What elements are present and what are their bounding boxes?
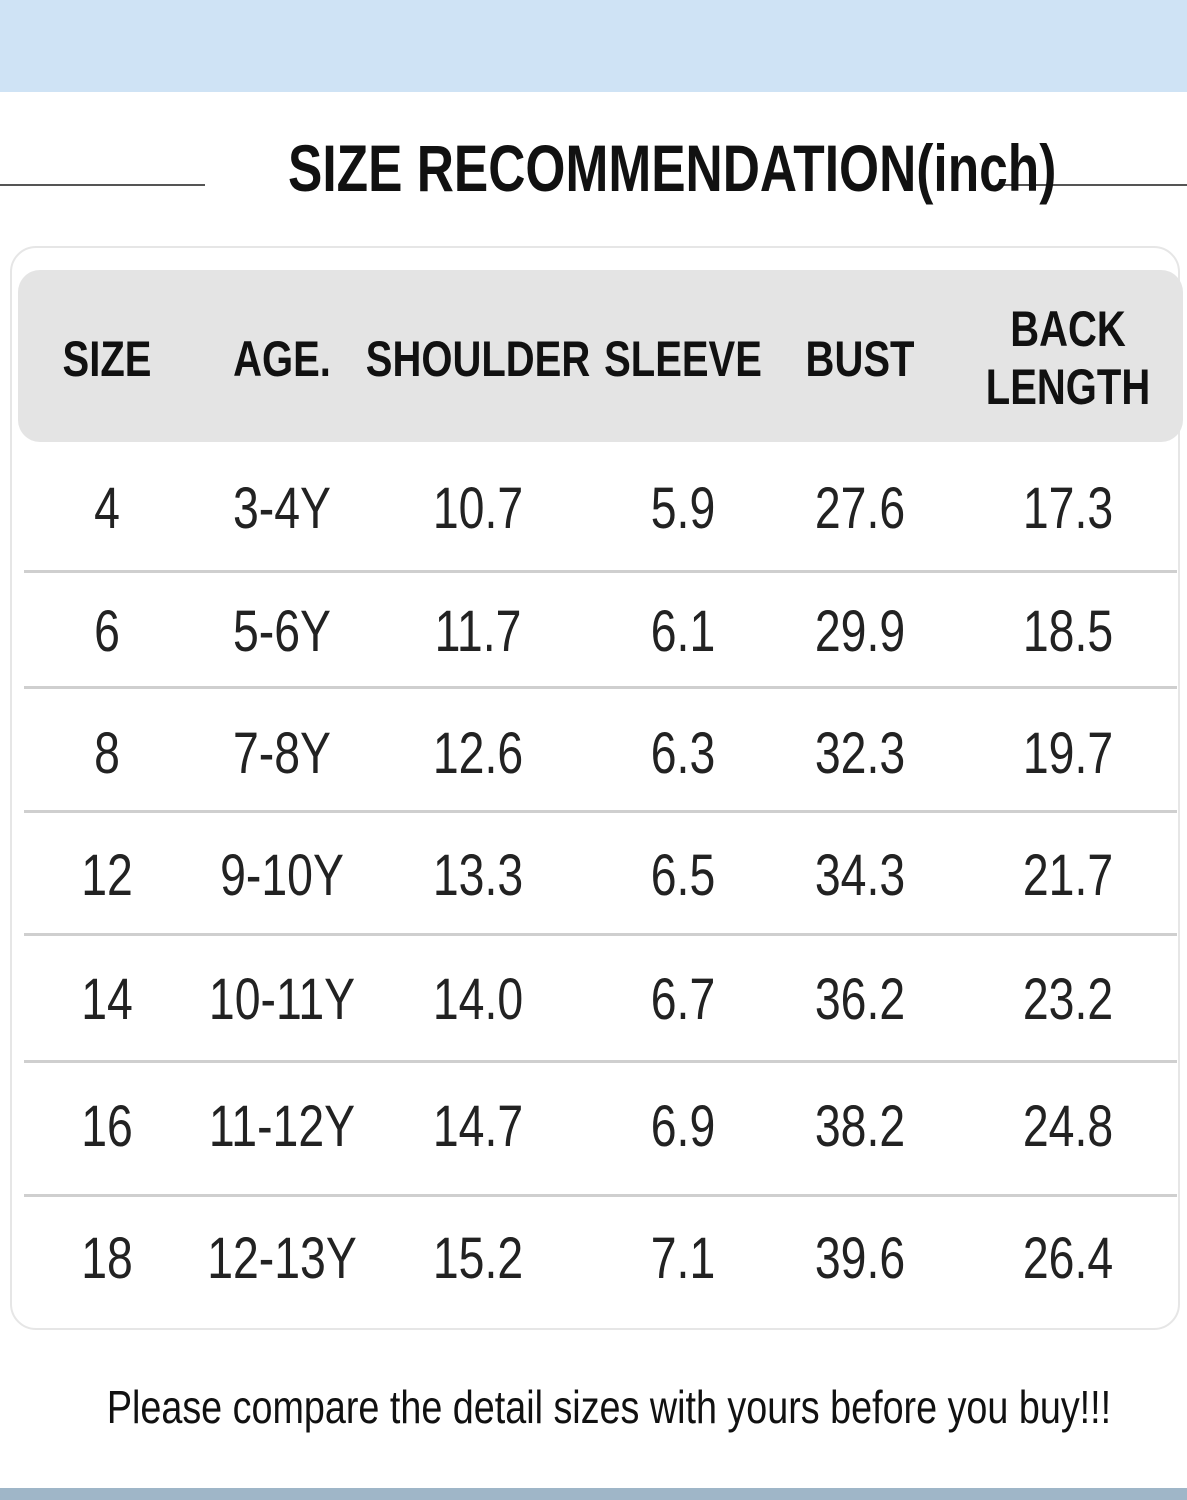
table-cell: 11.7 xyxy=(434,599,522,664)
table-cell: 9-10Y xyxy=(220,843,344,908)
table-cell: 6 xyxy=(94,599,120,664)
table-cell: 27.6 xyxy=(814,476,906,541)
table-cell: 6.1 xyxy=(650,599,716,664)
table-cell: 36.2 xyxy=(814,967,906,1032)
title-rule xyxy=(0,184,205,186)
table-cell: 15.2 xyxy=(432,1226,524,1291)
table-cell: 3-4Y xyxy=(232,476,332,541)
row-divider xyxy=(24,1194,1177,1197)
table-cell: 21.7 xyxy=(1022,843,1114,908)
table-cell: 34.3 xyxy=(814,843,906,908)
table-cell: 7.1 xyxy=(650,1226,716,1291)
table-cell: 11-12Y xyxy=(208,1094,356,1159)
table-cell: 5-6Y xyxy=(232,599,332,664)
row-divider xyxy=(24,933,1177,936)
table-cell: 10-11Y xyxy=(208,967,356,1032)
table-cell: 12.6 xyxy=(432,721,524,786)
column-header: SLEEVE xyxy=(604,331,762,387)
table-cell: 8 xyxy=(94,721,120,786)
table-cell: 5.9 xyxy=(650,476,716,541)
table-cell: 18.5 xyxy=(1022,599,1114,664)
table-cell: 13.3 xyxy=(432,843,524,908)
table-cell: 32.3 xyxy=(814,721,906,786)
table-cell: 6.3 xyxy=(650,721,716,786)
row-divider xyxy=(24,686,1177,689)
table-cell: 14 xyxy=(81,967,133,1032)
column-header: SHOULDER xyxy=(365,331,591,387)
table-cell: 16 xyxy=(81,1094,133,1159)
table-cell: 38.2 xyxy=(814,1094,906,1159)
column-header: AGE. xyxy=(233,331,331,387)
table-cell: 7-8Y xyxy=(232,721,332,786)
table-cell: 6.7 xyxy=(650,967,716,1032)
column-header: BUST xyxy=(805,331,915,387)
table-cell: 39.6 xyxy=(814,1226,906,1291)
table-cell: 6.9 xyxy=(650,1094,716,1159)
table-cell: 24.8 xyxy=(1022,1094,1114,1159)
table-cell: 17.3 xyxy=(1022,476,1114,541)
table-cell: 26.4 xyxy=(1022,1226,1114,1291)
row-divider xyxy=(24,810,1177,813)
row-divider xyxy=(24,570,1177,573)
table-cell: 19.7 xyxy=(1022,721,1114,786)
top-band xyxy=(0,0,1187,92)
footer-note: Please compare the detail sizes with you… xyxy=(106,1381,1112,1433)
table-cell: 23.2 xyxy=(1022,967,1114,1032)
table-frame xyxy=(10,246,1180,1330)
table-cell: 10.7 xyxy=(432,476,524,541)
table-header-bg xyxy=(18,270,1183,442)
table-cell: 12-13Y xyxy=(207,1226,357,1291)
table-cell: 12 xyxy=(81,843,133,908)
table-cell: 4 xyxy=(94,476,120,541)
table-cell: 29.9 xyxy=(814,599,906,664)
title: SIZE RECOMMENDATION(inch) xyxy=(288,131,1057,205)
table-cell: 18 xyxy=(81,1226,133,1291)
column-header: BACK LENGTH xyxy=(985,301,1151,415)
title-rule xyxy=(1000,184,1187,186)
table-cell: 6.5 xyxy=(650,843,716,908)
bottom-band xyxy=(0,1488,1187,1500)
table-cell: 14.7 xyxy=(432,1094,524,1159)
column-header: SIZE xyxy=(62,331,152,387)
row-divider xyxy=(24,1060,1177,1063)
table-cell: 14.0 xyxy=(432,967,524,1032)
